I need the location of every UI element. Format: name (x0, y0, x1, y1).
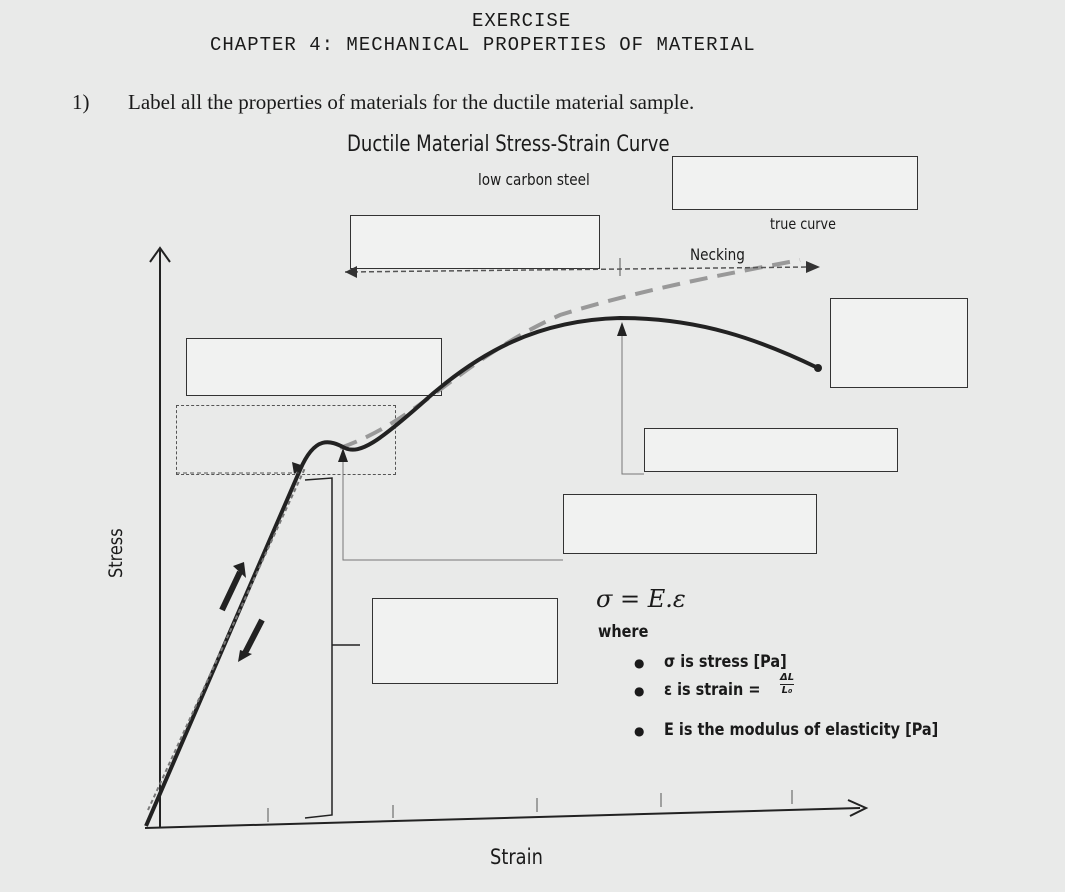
load-arrowhead (233, 562, 246, 578)
proportional-marker (292, 462, 304, 474)
x-axis-label: Strain (490, 845, 543, 869)
question-text: Label all the properties of materials fo… (128, 90, 695, 114)
formula-equation: σ = E.ε (596, 585, 686, 613)
answer-box-2[interactable] (350, 215, 600, 269)
unload-arrow (241, 618, 265, 657)
answer-box-6[interactable] (563, 494, 817, 554)
load-arrow (219, 570, 243, 612)
uts-leader (621, 325, 644, 475)
lower-yield-leader (342, 455, 563, 561)
elastic-bracket (304, 477, 360, 819)
diagram-subtitle: low carbon steel (478, 170, 590, 189)
question-number: 1) (72, 90, 90, 114)
yield-marker (338, 448, 348, 462)
necking-arrow-line (344, 266, 811, 273)
y-axis-arrow (149, 246, 171, 263)
answer-box-1[interactable] (672, 156, 918, 210)
formula-item-stress: ● σ is stress [Pa] (634, 652, 787, 672)
strain-fraction: ΔL L₀ (780, 672, 795, 696)
x-axis (144, 807, 861, 829)
answer-box-8[interactable] (176, 405, 396, 475)
exercise-title: EXERCISE (472, 10, 572, 32)
uts-marker (617, 322, 627, 336)
formula-item-strain: ● ε is strain = (634, 680, 761, 700)
answer-box-3[interactable] (830, 298, 968, 388)
chapter-title: CHAPTER 4: MECHANICAL PROPERTIES OF MATE… (210, 34, 756, 56)
formula-item-modulus: ● E is the modulus of elasticity [Pa] (634, 720, 938, 740)
answer-box-7[interactable] (372, 598, 558, 684)
true-curve (339, 258, 801, 450)
x-axis-arrow (847, 799, 869, 817)
fracture-point (814, 364, 822, 372)
engineering-curve (144, 315, 819, 827)
true-curve-label: true curve (770, 215, 836, 233)
unload-arrowhead (238, 650, 252, 662)
answer-box-4[interactable] (186, 338, 442, 396)
necking-label: Necking (690, 245, 745, 264)
formula-where: where (598, 622, 649, 642)
answer-box-5[interactable] (644, 428, 898, 472)
diagram-title: Ductile Material Stress-Strain Curve (347, 132, 670, 157)
necking-arrow-right (806, 261, 820, 273)
necking-arrow-left (345, 266, 357, 278)
